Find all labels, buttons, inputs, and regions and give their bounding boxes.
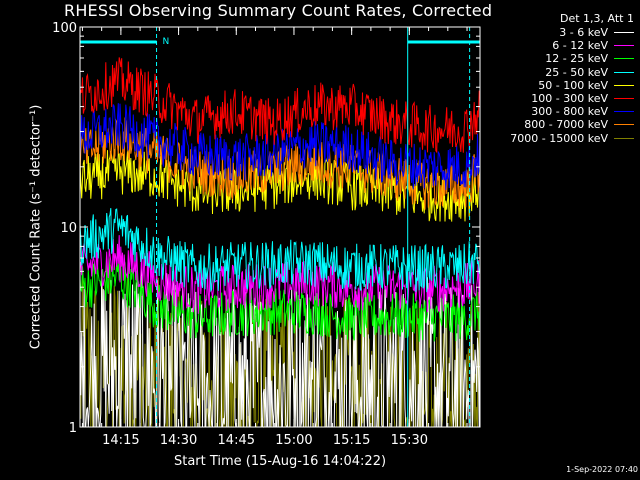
legend: 3 - 6 keV 6 - 12 keV 12 - 25 keV 25 - 50 ke… xyxy=(510,26,634,145)
legend-title: Det 1,3, Att 1 xyxy=(560,12,634,25)
legend-entry: 50 - 100 keV xyxy=(510,79,634,92)
legend-entry: 25 - 50 keV xyxy=(510,66,634,79)
series-line-100-300kev xyxy=(79,57,481,154)
legend-entry: 7000 - 15000 keV xyxy=(510,132,634,145)
legend-label: 12 - 25 keV xyxy=(545,52,608,66)
y-tick-label: 10 xyxy=(60,221,77,236)
series-line-300-800kev xyxy=(79,103,481,191)
legend-swatch xyxy=(614,111,634,113)
y-tick-label: 100 xyxy=(52,21,77,36)
x-tick-label: 15:00 xyxy=(275,433,312,448)
legend-entry: 3 - 6 keV xyxy=(510,26,634,39)
y-axis-label: Corrected Count Rate (s⁻¹ detector⁻¹) xyxy=(28,104,44,350)
legend-label: 100 - 300 keV xyxy=(531,92,608,106)
legend-swatch xyxy=(614,84,634,86)
legend-swatch xyxy=(614,124,634,126)
legend-label: 6 - 12 keV xyxy=(552,39,608,53)
x-tick-label: 15:30 xyxy=(391,433,428,448)
x-tick-label: 14:30 xyxy=(160,433,197,448)
legend-swatch xyxy=(614,58,634,60)
legend-entry: 300 - 800 keV xyxy=(510,105,634,118)
legend-label: 800 - 7000 keV xyxy=(524,118,608,132)
legend-swatch xyxy=(614,32,634,34)
x-tick-label: 14:45 xyxy=(218,433,255,448)
chart-title: RHESSI Observing Summary Count Rates, Co… xyxy=(64,1,493,20)
x-tick-label: 15:15 xyxy=(333,433,370,448)
legend-swatch xyxy=(614,137,634,139)
legend-entry: 12 - 25 keV xyxy=(510,52,634,65)
legend-label: 300 - 800 keV xyxy=(531,105,608,119)
legend-label: 25 - 50 keV xyxy=(545,65,608,79)
x-tick-label: 14:15 xyxy=(102,433,139,448)
legend-entry: 6 - 12 keV xyxy=(510,39,634,52)
x-axis-label: Start Time (15-Aug-16 14:04:22) xyxy=(173,454,387,469)
legend-label: 3 - 6 keV xyxy=(559,26,608,40)
legend-entry: 800 - 7000 keV xyxy=(510,118,634,131)
y-tick-label: 1 xyxy=(69,421,77,436)
legend-swatch xyxy=(614,71,634,73)
legend-label: 50 - 100 keV xyxy=(538,78,608,92)
timestamp-footer: 1-Sep-2022 07:40 xyxy=(566,465,638,474)
night-label: N xyxy=(163,37,170,47)
legend-entry: 100 - 300 keV xyxy=(510,92,634,105)
legend-label: 7000 - 15000 keV xyxy=(510,131,608,145)
series-line-6-12kev xyxy=(79,235,481,314)
series-line-25-50kev xyxy=(79,208,481,293)
legend-swatch xyxy=(614,45,634,47)
legend-swatch xyxy=(614,98,634,100)
